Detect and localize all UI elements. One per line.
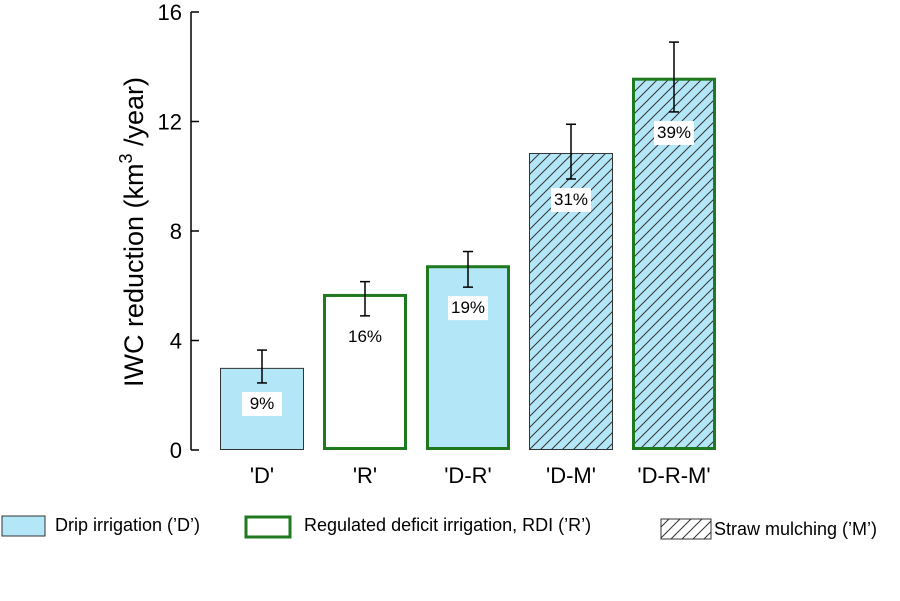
percent-label: 19% xyxy=(451,298,485,317)
bar-fill xyxy=(427,266,509,449)
y-axis-label-unit: /year) xyxy=(119,77,149,154)
percent-label-bg xyxy=(448,296,488,321)
y-axis-label-superscript: 3 xyxy=(116,153,136,163)
bar-fill xyxy=(324,295,406,449)
legend-swatch-mulch xyxy=(660,518,712,540)
y-tick-label: 12 xyxy=(158,110,182,135)
percent-label: 9% xyxy=(250,394,275,413)
percent-label-bg xyxy=(654,120,694,145)
bars: 9% 'D' 16% 'R' 19% 'D-R' 31% 'D-M' 39% 'D-R-M' xyxy=(220,41,716,488)
legend-label-mulch: Straw mulching (’M’) xyxy=(714,519,877,539)
percent-label-bg xyxy=(551,187,591,212)
x-tick-label: 'R' xyxy=(353,463,377,488)
percent-label-bg xyxy=(345,324,385,349)
y-tick-label: 16 xyxy=(158,0,182,25)
x-tick-label: 'D' xyxy=(250,463,274,488)
percent-label: 16% xyxy=(348,327,382,346)
legend: Drip irrigation (’D’) Regulated deficit … xyxy=(1,515,877,540)
percent-label: 39% xyxy=(657,123,691,142)
legend-label-rdi: Regulated deficit irrigation, RDI (’R’) xyxy=(304,515,591,535)
y-tick-label: 0 xyxy=(170,438,182,463)
percent-label: 31% xyxy=(554,190,588,209)
y-tick-label: 4 xyxy=(170,329,182,354)
x-tick-label: 'D-R' xyxy=(444,463,492,488)
axes: 0 4 8 12 16 xyxy=(158,0,199,463)
x-tick-label: 'D-R-M' xyxy=(637,463,710,488)
legend-label-drip: Drip irrigation (’D’) xyxy=(55,515,200,535)
legend-swatch-drip xyxy=(1,515,46,537)
x-tick-label: 'D-M' xyxy=(546,463,596,488)
y-tick-label: 8 xyxy=(170,219,182,244)
percent-label-bg xyxy=(242,391,282,416)
y-axis-label: IWC reduction (km3 /year) xyxy=(116,77,149,387)
legend-swatch-rdi xyxy=(244,515,292,539)
y-axis-label-text: IWC reduction (km xyxy=(119,164,149,388)
